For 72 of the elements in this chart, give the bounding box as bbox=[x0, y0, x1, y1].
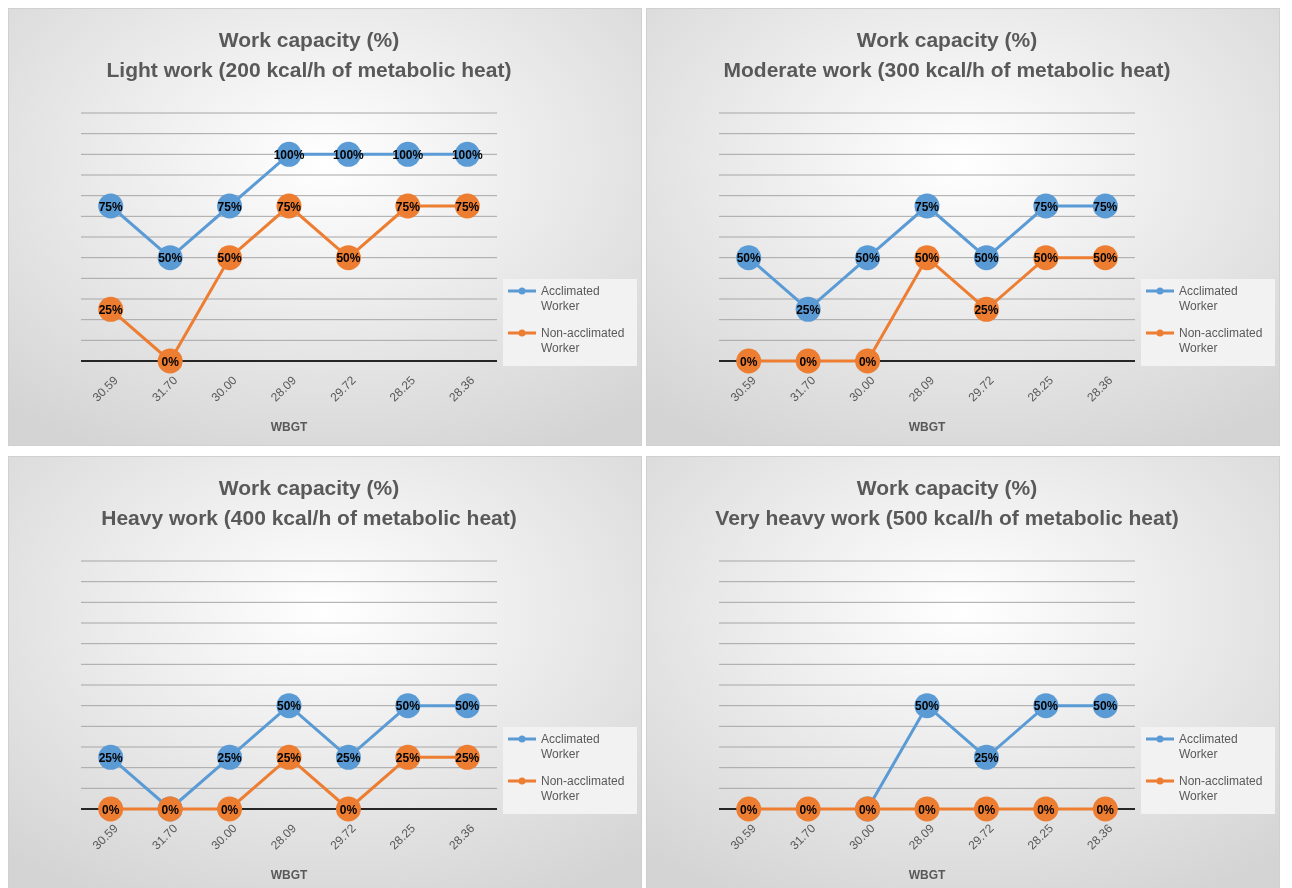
data-label: 75% bbox=[1033, 199, 1059, 214]
data-label: 50% bbox=[395, 699, 421, 714]
data-label: 25% bbox=[336, 750, 361, 765]
data-label: 25% bbox=[395, 750, 421, 765]
data-label: 0% bbox=[740, 354, 758, 369]
data-label: 75% bbox=[217, 199, 242, 214]
data-label: 75% bbox=[1093, 199, 1118, 214]
data-label: 50% bbox=[914, 699, 940, 714]
chart-title: Work capacity (%) bbox=[218, 28, 400, 51]
data-label: 0% bbox=[161, 802, 180, 817]
data-label: 50% bbox=[1033, 251, 1059, 266]
legend-label: Non-acclimated Worker bbox=[1179, 774, 1263, 803]
chart-subtitle: Heavy work (400 kcal/h of metabolic heat) bbox=[101, 506, 517, 529]
data-label: 50% bbox=[1093, 251, 1118, 266]
data-label: 75% bbox=[395, 199, 421, 214]
data-label: 100% bbox=[392, 147, 424, 162]
x-axis-title: WBGT bbox=[270, 868, 308, 882]
legend-label: Acclimated Worker bbox=[541, 284, 600, 313]
data-label: 0% bbox=[102, 802, 120, 817]
data-label: 50% bbox=[276, 699, 302, 714]
data-label: 100% bbox=[333, 147, 365, 162]
data-label: 50% bbox=[855, 251, 880, 266]
data-label: 100% bbox=[273, 147, 305, 162]
chart-title: Work capacity (%) bbox=[218, 476, 400, 499]
chart-subtitle: Light work (200 kcal/h of metabolic heat) bbox=[106, 58, 512, 81]
data-label: 0% bbox=[799, 802, 818, 817]
legend-label: Acclimated Worker bbox=[1179, 284, 1238, 313]
data-label: 0% bbox=[858, 354, 877, 369]
data-label: 25% bbox=[974, 750, 999, 765]
data-label: 25% bbox=[98, 750, 124, 765]
data-label: 0% bbox=[339, 802, 358, 817]
data-label: 25% bbox=[217, 750, 242, 765]
data-label: 100% bbox=[451, 147, 483, 162]
legend-label: Non-acclimated Worker bbox=[541, 774, 625, 803]
x-axis-title: WBGT bbox=[908, 420, 946, 434]
data-label: 25% bbox=[276, 750, 302, 765]
data-label: 75% bbox=[455, 199, 480, 214]
data-label: 50% bbox=[736, 251, 762, 266]
chart-title: Work capacity (%) bbox=[856, 476, 1038, 499]
x-axis-title: WBGT bbox=[270, 420, 308, 434]
chart-subtitle: Moderate work (300 kcal/h of metabolic heat) bbox=[723, 58, 1171, 81]
data-label: 0% bbox=[918, 802, 936, 817]
data-label: 0% bbox=[977, 802, 996, 817]
data-label: 25% bbox=[98, 302, 124, 317]
data-label: 0% bbox=[858, 802, 877, 817]
data-label: 0% bbox=[1096, 802, 1115, 817]
legend-label: Non-acclimated Worker bbox=[541, 326, 625, 355]
data-label: 75% bbox=[276, 199, 302, 214]
data-label: 50% bbox=[217, 251, 242, 266]
chart-subtitle: Very heavy work (500 kcal/h of metabolic heat) bbox=[715, 506, 1179, 529]
data-label: 75% bbox=[914, 199, 940, 214]
data-label: 0% bbox=[799, 354, 818, 369]
data-label: 50% bbox=[1093, 699, 1118, 714]
data-label: 50% bbox=[1033, 699, 1059, 714]
x-axis-title: WBGT bbox=[908, 868, 946, 882]
data-label: 50% bbox=[974, 251, 999, 266]
data-label: 50% bbox=[158, 251, 183, 266]
legend-label: Acclimated Worker bbox=[1179, 732, 1238, 761]
chart-title: Work capacity (%) bbox=[856, 28, 1038, 51]
data-label: 25% bbox=[974, 302, 999, 317]
legend-label: Acclimated Worker bbox=[541, 732, 600, 761]
data-label: 75% bbox=[98, 199, 124, 214]
data-label: 25% bbox=[796, 302, 821, 317]
data-label: 50% bbox=[914, 251, 940, 266]
data-label: 0% bbox=[1037, 802, 1055, 817]
data-label: 0% bbox=[740, 802, 758, 817]
data-label: 0% bbox=[220, 802, 239, 817]
data-label: 50% bbox=[336, 251, 361, 266]
data-label: 0% bbox=[161, 354, 180, 369]
data-label: 25% bbox=[455, 750, 480, 765]
data-label: 50% bbox=[455, 699, 480, 714]
legend-label: Non-acclimated Worker bbox=[1179, 326, 1263, 355]
